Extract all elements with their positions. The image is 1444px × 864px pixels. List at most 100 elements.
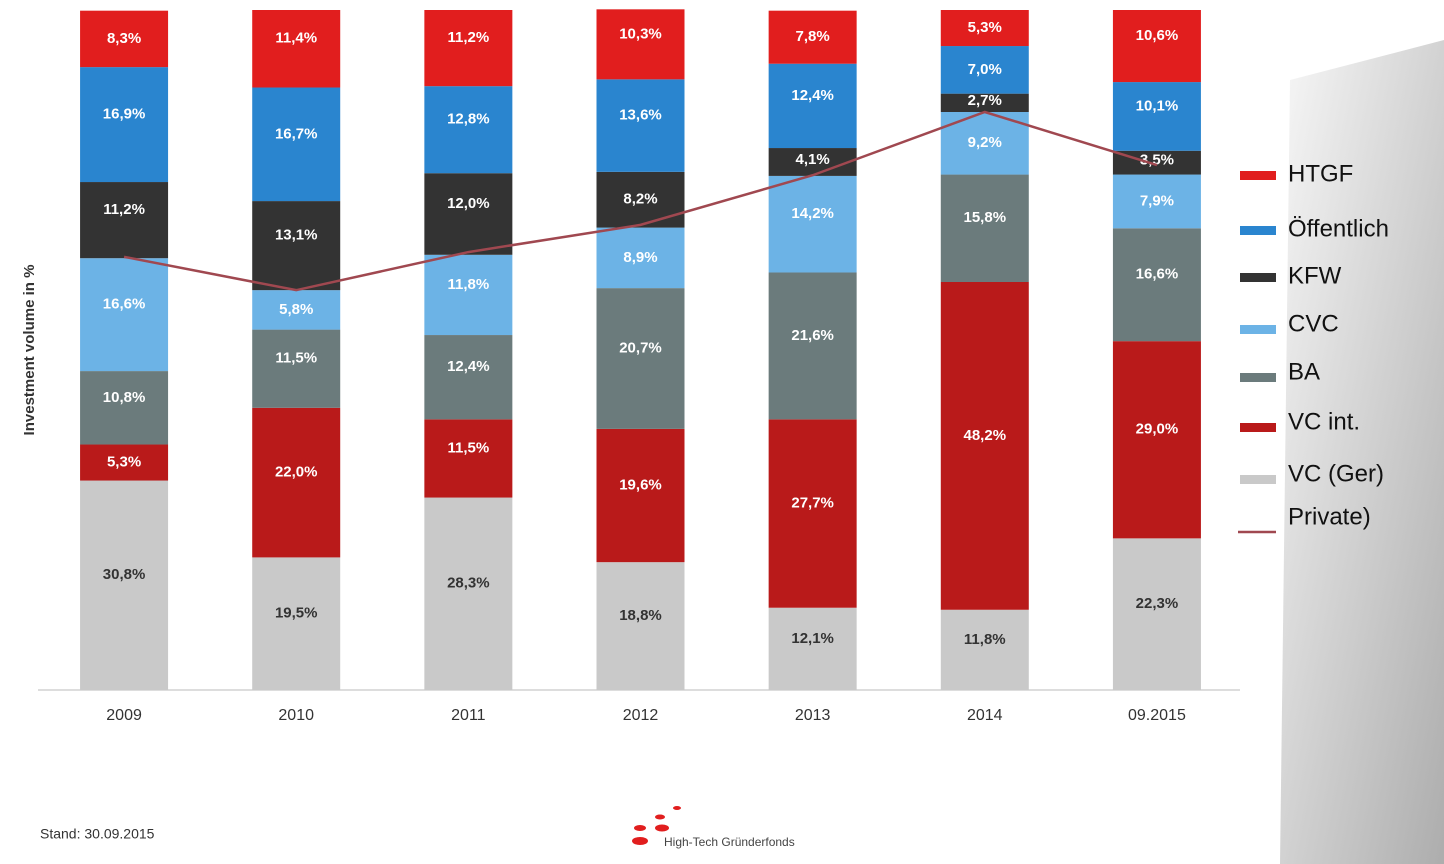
bar-segment bbox=[252, 10, 341, 88]
x-tick-label: 2010 bbox=[278, 707, 314, 724]
data-label: 11,2% bbox=[103, 201, 145, 218]
bar-segment bbox=[252, 87, 341, 202]
bar-segment bbox=[424, 335, 513, 420]
bar-segment bbox=[768, 63, 857, 149]
data-label: 12,0% bbox=[447, 195, 490, 212]
footer-note: Stand: 30.09.2015 bbox=[40, 826, 155, 842]
data-label: 8,9% bbox=[623, 249, 657, 266]
legend-label: HTGF bbox=[1288, 160, 1353, 187]
legend-swatch bbox=[1240, 273, 1276, 282]
data-label: 22,0% bbox=[275, 464, 318, 481]
legend-label: KFW bbox=[1288, 262, 1342, 289]
bar-segment bbox=[596, 562, 685, 690]
bar-segment bbox=[596, 227, 685, 289]
data-label: 10,3% bbox=[619, 25, 662, 42]
bar-segment bbox=[80, 371, 169, 445]
legend-label: CVC bbox=[1288, 310, 1339, 337]
x-tick-label: 2014 bbox=[967, 707, 1003, 724]
bar-segment bbox=[252, 201, 341, 291]
legend-label: Öffentlich bbox=[1288, 215, 1389, 242]
x-tick-label: 2011 bbox=[451, 707, 486, 724]
data-label: 16,7% bbox=[275, 125, 318, 142]
bar-segment bbox=[940, 282, 1029, 610]
legend-swatch bbox=[1240, 226, 1276, 235]
legend-swatch bbox=[1240, 325, 1276, 334]
data-label: 20,7% bbox=[619, 339, 662, 356]
legend-label: VC (Ger) bbox=[1288, 460, 1384, 487]
data-label: 7,0% bbox=[968, 61, 1002, 78]
background-decoration bbox=[1280, 40, 1444, 864]
data-label: 12,8% bbox=[447, 111, 490, 128]
data-label: 3,5% bbox=[1140, 152, 1174, 169]
line-series bbox=[123, 110, 1158, 292]
data-label: 5,3% bbox=[968, 19, 1002, 36]
bar-segment bbox=[596, 288, 685, 429]
data-label: 8,2% bbox=[623, 191, 657, 208]
bar-segment bbox=[424, 10, 513, 87]
bar-segment bbox=[424, 497, 513, 690]
legend-swatch bbox=[1240, 475, 1276, 484]
data-label: 12,1% bbox=[791, 630, 834, 647]
bar-segment bbox=[1112, 341, 1201, 539]
bar-segment bbox=[424, 173, 513, 255]
data-label: 22,3% bbox=[1136, 595, 1179, 612]
data-label: 16,6% bbox=[1136, 266, 1179, 283]
legend-label: VC int. bbox=[1288, 408, 1360, 435]
data-label: 2,7% bbox=[968, 92, 1002, 109]
data-label: 9,2% bbox=[968, 134, 1002, 151]
data-label: 13,1% bbox=[275, 227, 318, 244]
bar-segment bbox=[768, 272, 857, 420]
legend-swatch bbox=[1240, 373, 1276, 382]
data-label: 10,8% bbox=[103, 389, 146, 406]
bar-segment bbox=[1112, 174, 1201, 229]
bar-segment bbox=[768, 10, 857, 64]
bar-segment bbox=[768, 607, 857, 690]
bar-segment bbox=[940, 46, 1029, 94]
data-label: 10,1% bbox=[1136, 97, 1179, 114]
data-label: 11,8% bbox=[964, 631, 1006, 648]
bar-segment bbox=[596, 79, 685, 172]
x-tick-label: 09.2015 bbox=[1128, 707, 1186, 724]
data-label: 5,3% bbox=[107, 454, 141, 471]
bar-segment bbox=[1112, 538, 1201, 690]
data-label: 11,5% bbox=[447, 439, 489, 456]
bar-segment bbox=[424, 254, 513, 336]
data-label: 11,4% bbox=[275, 30, 317, 47]
data-label: 5,8% bbox=[279, 301, 313, 318]
logo: High-Tech Gründerfonds bbox=[632, 806, 795, 849]
data-label: 30,8% bbox=[103, 566, 146, 583]
legend-label: BA bbox=[1288, 358, 1320, 385]
bar-segment bbox=[768, 419, 857, 608]
x-tick-label: 2012 bbox=[623, 707, 659, 724]
x-tick-label: 2009 bbox=[106, 707, 142, 724]
data-label: 27,7% bbox=[791, 495, 834, 512]
data-label: 48,2% bbox=[964, 427, 1007, 444]
legend-swatch bbox=[1240, 171, 1276, 180]
data-label: 11,5% bbox=[275, 350, 317, 367]
data-label: 4,1% bbox=[796, 151, 830, 168]
bar-segment bbox=[252, 329, 341, 408]
x-tick-label: 2013 bbox=[795, 707, 831, 724]
data-label: 28,3% bbox=[447, 575, 490, 592]
bar-segment bbox=[1112, 82, 1201, 151]
legend-label: Private) bbox=[1288, 503, 1371, 530]
bar-segment bbox=[1112, 10, 1201, 83]
data-label: 15,8% bbox=[964, 209, 1007, 226]
bar-segment bbox=[1112, 150, 1201, 175]
bar-segment bbox=[768, 148, 857, 176]
bar-segment bbox=[252, 557, 341, 690]
bar-segment bbox=[80, 258, 169, 372]
bar-segment bbox=[80, 10, 169, 68]
bar-segment bbox=[80, 480, 169, 690]
data-label: 8,3% bbox=[107, 30, 141, 47]
data-label: 19,5% bbox=[275, 605, 318, 622]
bar-segment bbox=[768, 175, 857, 273]
data-label: 7,8% bbox=[796, 28, 830, 45]
data-label: 21,6% bbox=[791, 327, 834, 344]
y-axis-label: Investment volume in % bbox=[21, 265, 38, 436]
data-label: 16,9% bbox=[103, 106, 146, 123]
data-label: 7,9% bbox=[1140, 192, 1174, 209]
bar-segment bbox=[252, 407, 341, 558]
bar-segment bbox=[940, 174, 1029, 282]
